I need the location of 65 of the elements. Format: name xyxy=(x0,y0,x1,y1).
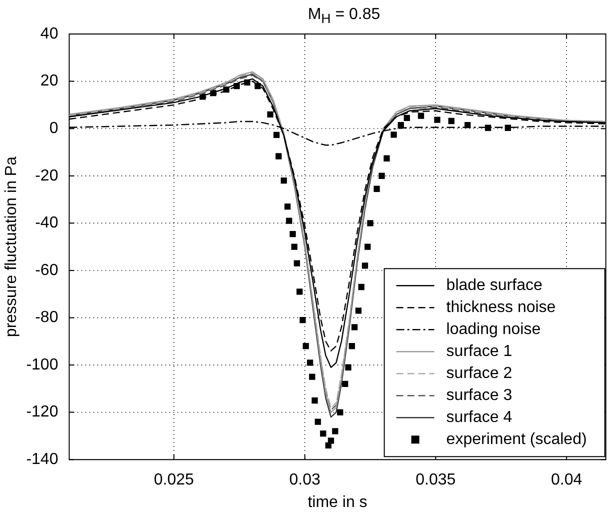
x-axis-title: time in s xyxy=(308,494,368,511)
point xyxy=(367,220,374,226)
y-tick-label: -60 xyxy=(35,262,58,279)
point xyxy=(328,438,334,444)
y-tick-label: -80 xyxy=(35,309,58,326)
point xyxy=(280,178,287,184)
y-tick-label: 20 xyxy=(40,72,58,90)
legend-label: surface 1 xyxy=(446,343,512,360)
point xyxy=(434,116,440,123)
x-tick-label: 0.035 xyxy=(416,472,456,489)
legend-label: surface 2 xyxy=(446,365,512,382)
point xyxy=(273,132,280,138)
legend-label: loading noise xyxy=(446,321,541,338)
point xyxy=(355,308,362,314)
point xyxy=(276,153,282,160)
point xyxy=(358,284,364,290)
y-tick-label: -40 xyxy=(35,214,58,232)
point xyxy=(267,111,274,118)
point xyxy=(418,112,424,119)
point xyxy=(364,244,371,250)
point xyxy=(351,324,358,330)
point xyxy=(290,230,296,238)
point xyxy=(302,343,309,350)
point xyxy=(398,122,404,128)
point xyxy=(332,428,338,434)
legend-label: thickness noise xyxy=(446,299,556,316)
point xyxy=(309,374,316,380)
point xyxy=(320,430,326,437)
point xyxy=(390,132,397,138)
point xyxy=(314,418,321,425)
y-tick-label: 0 xyxy=(49,120,58,137)
point xyxy=(362,262,368,269)
point xyxy=(374,186,380,192)
y-tick-label: -20 xyxy=(35,167,58,184)
legend-label: experiment (scaled) xyxy=(446,431,587,448)
x-tick-label: 0.025 xyxy=(154,472,194,489)
legend-label: surface 4 xyxy=(446,409,512,426)
point xyxy=(348,343,355,350)
point xyxy=(306,360,314,366)
point xyxy=(504,124,511,131)
point xyxy=(337,409,344,416)
point xyxy=(404,114,410,122)
point xyxy=(291,244,298,250)
x-tick-label: 0.03 xyxy=(289,472,320,489)
point xyxy=(300,317,306,324)
y-axis-title: pressure fluctuation in Pa xyxy=(3,156,20,338)
point xyxy=(448,118,454,124)
point xyxy=(286,218,292,224)
point xyxy=(345,364,352,370)
y-tick-label: -140 xyxy=(26,451,58,468)
legend-label: surface 3 xyxy=(446,387,512,404)
point xyxy=(284,204,291,210)
point xyxy=(294,260,300,266)
point xyxy=(296,288,303,295)
y-tick-label: -120 xyxy=(26,404,58,421)
point xyxy=(378,172,385,179)
y-tick-label: -100 xyxy=(26,356,58,374)
legend-label: blade surface xyxy=(446,277,542,294)
x-tick-label: 0.04 xyxy=(550,472,582,489)
y-tick-label: 40 xyxy=(40,25,58,42)
point xyxy=(384,155,390,162)
point xyxy=(342,380,348,388)
chart-title: M$_{H}$ = 0.85 xyxy=(306,6,382,26)
point xyxy=(312,397,318,404)
point xyxy=(484,124,492,131)
